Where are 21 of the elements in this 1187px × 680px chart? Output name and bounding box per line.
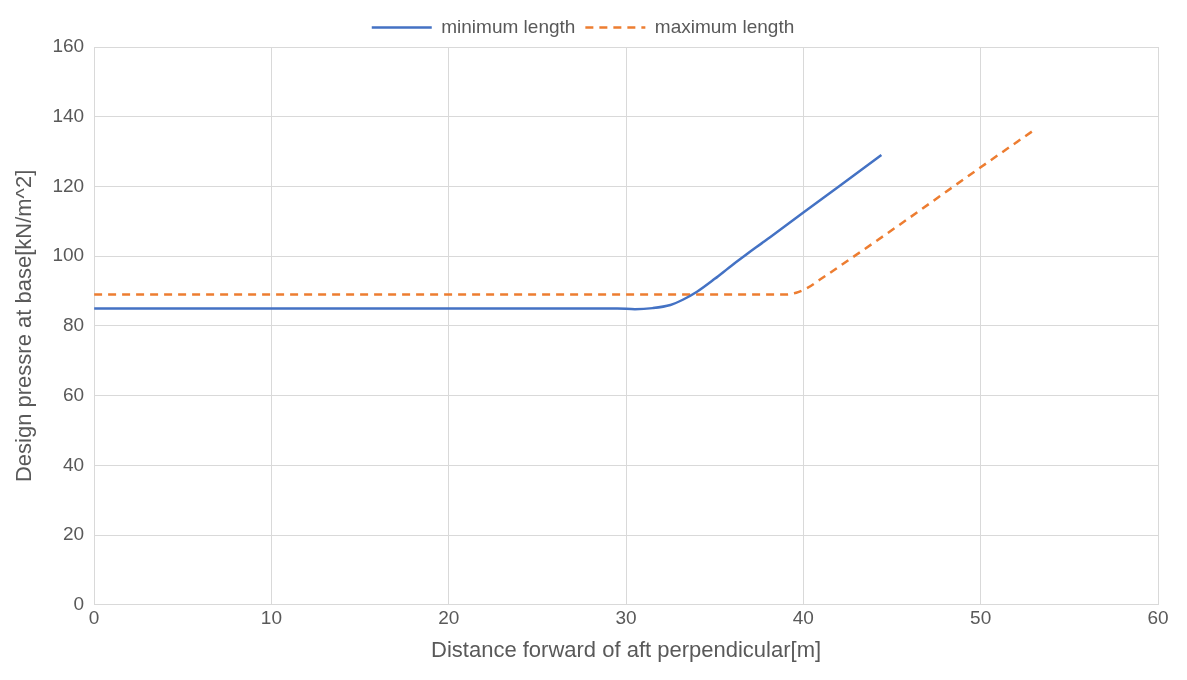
x-axis-title: Distance forward of aft perpendicular[m] [431, 636, 822, 662]
legend-label: minimum length [441, 15, 576, 37]
y-tick-label: 160 [52, 35, 85, 57]
x-tick-label: 10 [260, 607, 282, 629]
y-tick-label: 60 [62, 383, 85, 405]
x-tick-label: 60 [1147, 607, 1169, 629]
y-tick-label: 100 [52, 244, 85, 266]
x-tick-label: 50 [970, 607, 992, 629]
legend-label: maximum length [654, 15, 795, 37]
y-tick-label: 40 [62, 453, 85, 475]
line-series [94, 153, 883, 311]
x-tick-label: 30 [615, 607, 637, 629]
y-tick-label: 120 [52, 174, 85, 196]
x-tick-label: 40 [792, 607, 814, 629]
y-tick-label: 0 [73, 593, 85, 615]
y-tick-label: 20 [62, 523, 85, 545]
y-axis-title: Design pressre at base[kN/m^2] [11, 169, 37, 483]
y-tick-label: 140 [52, 104, 85, 126]
x-tick-label: 20 [438, 607, 460, 629]
y-tick-label: 80 [62, 314, 85, 336]
x-tick-label: 0 [88, 607, 100, 629]
